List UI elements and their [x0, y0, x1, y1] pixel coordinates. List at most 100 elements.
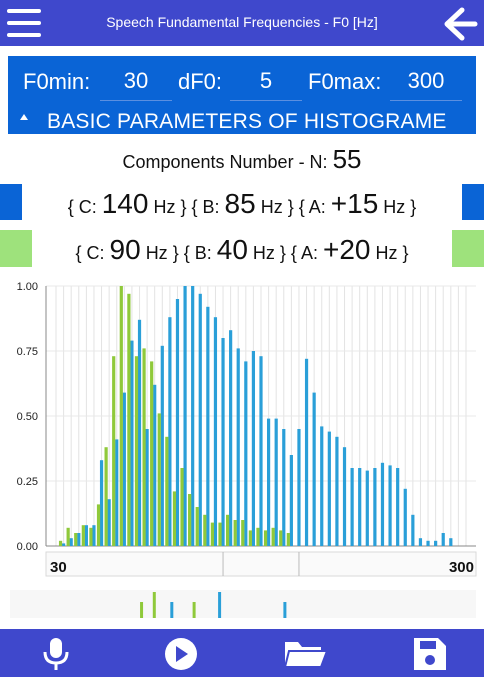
c-label: { C:	[75, 243, 105, 263]
histogram-bar	[130, 340, 134, 546]
histogram-bar	[236, 348, 240, 546]
f0max-input[interactable]	[390, 62, 462, 101]
a-unit: Hz }	[375, 243, 409, 263]
histogram-bar	[289, 455, 293, 546]
bottom-toolbar	[0, 629, 484, 677]
histogram-bar	[150, 361, 154, 546]
folder-open-icon[interactable]	[283, 637, 329, 671]
a-label: Hz } { A:	[252, 243, 318, 263]
histogram-bar	[221, 338, 225, 546]
blue-series-swatch	[0, 184, 22, 220]
histogram-bar	[198, 293, 202, 546]
histogram-bar	[271, 527, 275, 546]
a-value: +20	[322, 234, 371, 265]
a-unit: Hz }	[383, 197, 417, 217]
b-label: Hz } { B:	[153, 197, 220, 217]
histogram-bar	[396, 468, 400, 546]
histogram-bar	[426, 540, 430, 546]
histogram-bar	[411, 514, 415, 546]
histogram-bar	[119, 286, 123, 546]
component-marker	[283, 602, 287, 618]
histogram-bar	[358, 468, 362, 546]
histogram-bar	[259, 356, 263, 546]
play-icon[interactable]	[161, 637, 201, 671]
histogram-bar	[213, 317, 218, 546]
histogram-bar	[206, 306, 210, 546]
histogram-bar	[99, 460, 104, 546]
f0min-input[interactable]	[100, 62, 172, 101]
histogram-bar	[403, 488, 407, 546]
basic-parameters-toggle[interactable]: BASIC PARAMETERS OF HISTOGRAME	[8, 106, 476, 134]
histogram-bar	[69, 538, 73, 546]
f0min-label: F0min:	[23, 69, 91, 94]
a-value: +15	[330, 188, 379, 219]
app-title: Speech Fundamental Frequencies - F0 [Hz]	[106, 14, 378, 30]
histogram-bar	[320, 426, 324, 546]
b-value: 85	[224, 188, 256, 219]
histogram-bar	[342, 447, 347, 546]
f0max-label: F0max:	[308, 69, 382, 94]
x-axis-band	[45, 551, 477, 577]
histogram-bar	[61, 543, 66, 546]
histogram-bar	[191, 286, 195, 546]
histogram-bar	[153, 384, 157, 546]
histogram-bar	[127, 293, 131, 546]
histogram-bar	[107, 499, 111, 546]
histogram-bar	[122, 392, 126, 546]
df0-input[interactable]	[230, 62, 302, 101]
histogram-bar	[350, 468, 354, 546]
basic-parameters-label: BASIC PARAMETERS OF HISTOGRAME	[47, 110, 447, 133]
histogram-bar	[183, 286, 187, 546]
histogram-bar	[115, 439, 119, 546]
histogram-bar	[104, 447, 108, 546]
component-marker	[140, 602, 144, 618]
histogram-bar	[274, 418, 278, 546]
histogram-bar	[449, 538, 453, 546]
marker-strip	[10, 590, 476, 618]
component-marker	[192, 602, 196, 618]
f0-histogram-chart: 1.00 0.75 0.50 0.25 0.00 30 300	[10, 278, 477, 618]
histogram-bar	[218, 522, 222, 546]
histogram-bar	[441, 533, 445, 546]
hamburger-menu-icon[interactable]	[7, 9, 41, 37]
histogram-bar	[81, 525, 85, 546]
x-tick-label: 30	[50, 559, 67, 576]
histogram-bar	[210, 522, 215, 546]
histogram-bar	[297, 429, 301, 546]
histogram-bar	[279, 530, 283, 546]
histogram-bar	[203, 514, 207, 546]
collapse-triangle-icon	[20, 114, 28, 120]
y-tick-label: 1.00	[17, 281, 38, 293]
histogram-bar	[241, 520, 245, 546]
histogram-bar	[142, 348, 146, 546]
components-value: 55	[332, 144, 362, 174]
save-icon[interactable]	[410, 637, 450, 671]
b-value: 40	[216, 234, 248, 265]
histogram-bar	[312, 392, 316, 546]
histogram-bar	[286, 533, 290, 546]
histogram-bar	[175, 299, 180, 546]
components-label: Components Number - N:	[122, 152, 328, 172]
histogram-bar	[168, 317, 172, 546]
histogram-bar	[84, 525, 88, 546]
histogram-bar	[137, 319, 142, 546]
histogram-bar	[380, 462, 385, 546]
histogram-bar	[157, 413, 161, 546]
df0-label: dF0:	[178, 69, 223, 94]
histogram-bar	[180, 468, 184, 546]
histogram-bar	[282, 429, 286, 546]
a-label: Hz } { A:	[260, 197, 326, 217]
microphone-icon[interactable]	[36, 637, 76, 671]
y-tick-label: 0.25	[17, 476, 38, 488]
histogram-bar	[418, 538, 423, 546]
histogram-bar	[304, 358, 309, 546]
green-series-parameters: { C: 90 Hz } { B: 40 Hz } { A: +20 Hz }	[30, 234, 454, 266]
c-value: 140	[101, 188, 149, 219]
histogram-bar	[77, 533, 81, 546]
histogram-bar	[195, 507, 199, 546]
histogram-parameters-panel: F0min: dF0: F0max: BASIC PARAMETERS OF H…	[8, 56, 476, 134]
arrow-left-icon[interactable]	[442, 6, 478, 42]
histogram-bar	[92, 525, 96, 546]
green-series-swatch	[0, 230, 32, 267]
component-marker	[152, 592, 156, 618]
